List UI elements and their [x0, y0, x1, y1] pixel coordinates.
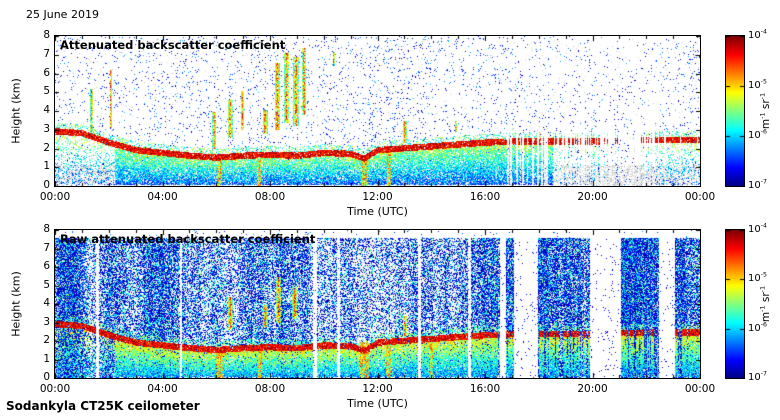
colorbar-tick-label: 10-4	[748, 28, 767, 41]
y-tick-label: 1	[43, 352, 50, 365]
colorbar-tick-label: 10-6	[748, 321, 767, 334]
y-tick-label: 8	[43, 223, 50, 235]
y-tick-label: 7	[43, 241, 50, 254]
x-tick-label: 12:00	[362, 191, 393, 203]
heatmap-canvas	[55, 36, 700, 186]
panel-title: Attenuated backscatter coefficient	[60, 38, 286, 52]
y-axis-label: Height (km)	[9, 271, 23, 337]
y-tick-label: 4	[43, 297, 50, 309]
date-label: 25 June 2019	[26, 8, 99, 21]
y-tick-label: 0	[43, 179, 50, 191]
y-tick-label: 2	[43, 334, 50, 346]
plot-area	[54, 35, 701, 187]
colorbar-tick-label: 10-4	[748, 222, 767, 235]
colorbar-canvas	[726, 230, 744, 378]
x-tick-label: 00:00	[39, 191, 71, 203]
x-axis-label: Time (UTC)	[347, 205, 408, 218]
heatmap-canvas	[55, 230, 700, 378]
x-tick-label: 08:00	[254, 383, 286, 395]
y-tick-label: 8	[43, 29, 50, 41]
colorbar-tick-label: 10-5	[748, 78, 767, 91]
x-tick-label: 16:00	[469, 191, 501, 203]
colorbar-canvas	[726, 36, 744, 186]
y-tick-label: 6	[43, 260, 50, 272]
colorbar-tick-label: 10-5	[748, 272, 767, 285]
y-tick-label: 7	[43, 47, 50, 60]
y-tick-label: 6	[43, 66, 50, 79]
y-tick-label: 5	[43, 278, 50, 291]
y-tick-label: 0	[43, 371, 50, 383]
x-tick-label: 16:00	[469, 383, 501, 395]
panel-title: Raw attenuated backscatter coefficient	[60, 232, 316, 246]
y-tick-label: 1	[43, 160, 50, 173]
colorbar	[725, 35, 745, 187]
y-tick-label: 3	[43, 315, 50, 328]
x-tick-label: 04:00	[147, 383, 178, 395]
plot-area	[54, 229, 701, 379]
y-tick-label: 2	[43, 141, 50, 154]
y-tick-label: 3	[43, 122, 50, 135]
x-tick-label: 04:00	[147, 191, 178, 203]
x-tick-label: 08:00	[254, 191, 286, 203]
x-tick-label: 00:00	[684, 191, 716, 203]
colorbar-tick-label: 10-6	[748, 128, 767, 141]
y-tick-label: 5	[43, 85, 50, 98]
y-tick-label: 4	[43, 104, 50, 116]
x-tick-label: 20:00	[577, 191, 608, 203]
colorbar-unit-label: m-1 sr-1	[758, 285, 773, 323]
colorbar-unit-label: m-1 sr-1	[758, 92, 773, 130]
colorbar-tick-label: 10-7	[748, 178, 767, 191]
x-tick-label: 00:00	[39, 383, 71, 395]
x-tick-label: 00:00	[684, 383, 716, 395]
instrument-label: Sodankyla CT25K ceilometer	[6, 399, 200, 413]
colorbar	[725, 229, 745, 379]
x-tick-label: 20:00	[577, 383, 608, 395]
x-axis-label: Time (UTC)	[347, 397, 408, 410]
colorbar-tick-label: 10-7	[748, 370, 767, 383]
x-tick-label: 12:00	[362, 383, 393, 395]
y-axis-label: Height (km)	[9, 78, 23, 144]
